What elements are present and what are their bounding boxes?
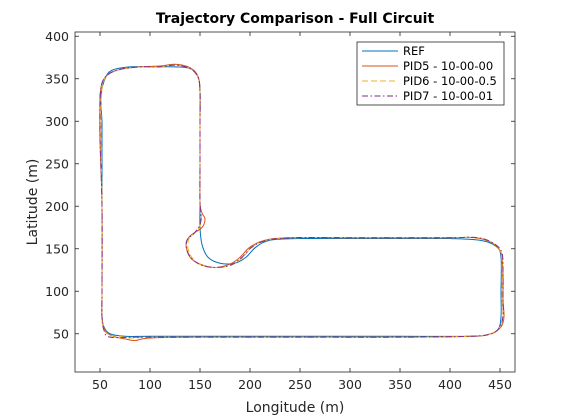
x-tick-label: 300 <box>338 377 362 392</box>
y-tick-label: 250 <box>45 156 69 171</box>
y-tick-label: 50 <box>53 326 69 341</box>
y-axis-label: Latitude (m) <box>25 159 41 246</box>
x-tick-label: 50 <box>92 377 108 392</box>
y-tick-label: 100 <box>45 284 69 299</box>
y-tick-label: 300 <box>45 114 69 129</box>
y-tick-label: 350 <box>45 71 69 86</box>
chart-title: Trajectory Comparison - Full Circuit <box>156 11 435 27</box>
x-tick-label: 400 <box>438 377 462 392</box>
y-tick-label: 400 <box>45 29 69 44</box>
y-tick-label: 200 <box>45 199 69 214</box>
legend-label-4: PID7 - 10-00-01 <box>403 89 493 103</box>
legend-label-3: PID6 - 10-00-0.5 <box>403 74 497 88</box>
x-tick-label: 200 <box>238 377 262 392</box>
x-tick-label: 350 <box>388 377 412 392</box>
y-tick-label: 150 <box>45 241 69 256</box>
x-tick-label: 100 <box>138 377 162 392</box>
x-tick-label: 450 <box>488 377 512 392</box>
legend-label-1: REF <box>403 44 425 58</box>
x-tick-label: 250 <box>288 377 312 392</box>
x-axis-label: Longitude (m) <box>246 400 345 416</box>
x-tick-label: 150 <box>188 377 212 392</box>
legend-label-2: PID5 - 10-00-00 <box>403 59 493 73</box>
